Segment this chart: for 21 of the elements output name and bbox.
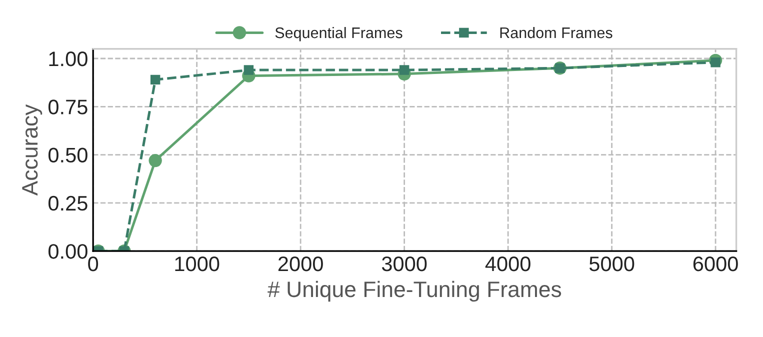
- x-axis-title: # Unique Fine-Tuning Frames: [268, 280, 562, 302]
- x-tick-label: 6000: [693, 256, 738, 272]
- legend-label: Sequential Frames: [275, 26, 402, 42]
- point: [710, 57, 720, 68]
- y-tick-label: 0.25: [48, 196, 88, 211]
- y-tick-label: 0.75: [48, 100, 88, 114]
- x-tick-label: 0: [88, 256, 98, 272]
- point: [148, 154, 162, 168]
- y-tick-label: 1.00: [49, 51, 88, 66]
- x-tick-label: 5000: [589, 256, 634, 272]
- point: [399, 65, 410, 75]
- y-tick-label: 0.00: [48, 244, 88, 259]
- x-tick-label: 2000: [278, 256, 323, 272]
- x-tick-label: 3000: [382, 256, 427, 272]
- point: [150, 74, 160, 85]
- x-tick-label: 1000: [175, 256, 220, 272]
- x-tick-label: 4000: [485, 256, 530, 272]
- legend-label: Random Frames: [500, 26, 612, 38]
- y-axis-title: Accuracy: [22, 104, 42, 196]
- y-tick-label: 0.50: [48, 148, 88, 163]
- point: [244, 65, 254, 75]
